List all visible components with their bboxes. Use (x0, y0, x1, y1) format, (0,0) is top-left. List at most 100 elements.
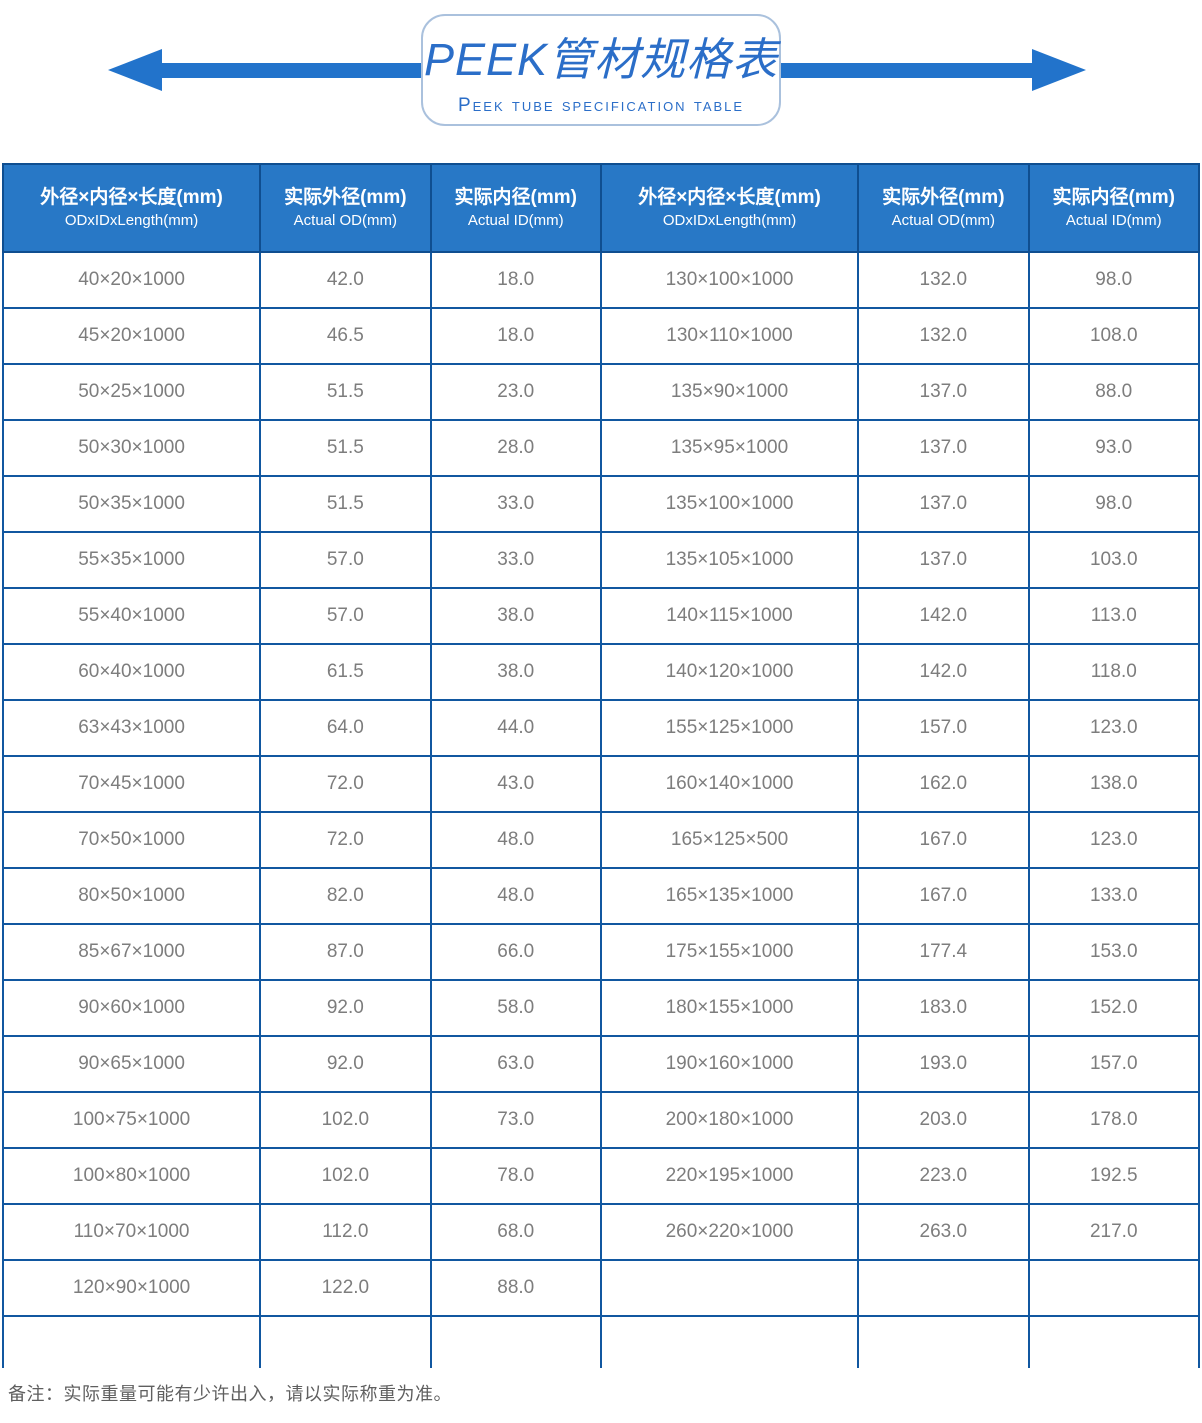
table-cell: 48.0 (429, 811, 602, 869)
table-cell: 55×35×1000 (2, 531, 262, 589)
table-cell: 92.0 (259, 979, 432, 1037)
column-header-en: Actual ID(mm) (467, 212, 564, 230)
table-cell: 51.5 (259, 475, 432, 533)
table-row: 63×43×1000 64.0 44.0 155×125×1000 157.0 123.0 (2, 699, 1200, 757)
page-title: PEEK管材规格表 (423, 34, 779, 85)
table-cell: 178.0 (1027, 1091, 1200, 1149)
table-cell: 260×220×1000 (599, 1203, 860, 1261)
column-header-zh: 外径×内径×长度(mm) (638, 186, 821, 208)
table-cell: 175×155×1000 (599, 923, 860, 981)
table-cell (1027, 1315, 1200, 1368)
table-row: 70×50×1000 72.0 48.0 165×125×500 167.0 123.0 (2, 811, 1200, 869)
column-header-en: ODxIDxLength(mm) (662, 212, 797, 230)
table-cell: 103.0 (1027, 531, 1200, 589)
footer-note: 备注：实际重量可能有少许出入，请以实际称重为准。 (8, 1384, 452, 1404)
table-cell: 18.0 (429, 307, 602, 365)
table-cell: 123.0 (1027, 699, 1200, 757)
table-cell: 78.0 (429, 1147, 602, 1205)
table-cell: 123.0 (1027, 811, 1200, 869)
table-cell: 50×30×1000 (2, 419, 262, 477)
table-cell: 88.0 (1027, 363, 1200, 421)
table-cell: 167.0 (857, 867, 1030, 925)
table-cell: 63.0 (429, 1035, 602, 1093)
table-cell: 42.0 (259, 251, 432, 309)
table-cell: 135×100×1000 (599, 475, 860, 533)
table-cell: 118.0 (1027, 643, 1200, 701)
column-header-actual-od-1: 实际外径(mm) Actual OD(mm) (259, 163, 432, 253)
table-cell (2, 1315, 262, 1368)
table-cell: 137.0 (857, 475, 1030, 533)
table-cell: 162.0 (857, 755, 1030, 813)
column-header-actual-od-2: 实际外径(mm) Actual OD(mm) (857, 163, 1030, 253)
table-cell: 43.0 (429, 755, 602, 813)
table-row: 60×40×1000 61.5 38.0 140×120×1000 142.0 118.0 (2, 643, 1200, 701)
table-cell: 38.0 (429, 587, 602, 645)
title-banner: PEEK管材规格表 Peek tube specification table (0, 0, 1202, 163)
table-cell: 90×60×1000 (2, 979, 262, 1037)
table-cell: 140×115×1000 (599, 587, 860, 645)
table-cell: 110×70×1000 (2, 1203, 262, 1261)
table-cell: 102.0 (259, 1091, 432, 1149)
column-header-zh: 实际外径(mm) (882, 186, 1005, 208)
column-header-actual-id-1: 实际内径(mm) Actual ID(mm) (429, 163, 602, 253)
table-cell: 38.0 (429, 643, 602, 701)
table-cell: 18.0 (429, 251, 602, 309)
table-cell: 51.5 (259, 419, 432, 477)
arrow-right-icon (1032, 49, 1086, 91)
table-cell: 183.0 (857, 979, 1030, 1037)
table-row: 45×20×1000 46.5 18.0 130×110×1000 132.0 108.0 (2, 307, 1200, 365)
table-cell: 100×75×1000 (2, 1091, 262, 1149)
table-cell: 23.0 (429, 363, 602, 421)
table-cell: 203.0 (857, 1091, 1030, 1149)
table-row: 70×45×1000 72.0 43.0 160×140×1000 162.0 138.0 (2, 755, 1200, 813)
table-cell: 137.0 (857, 531, 1030, 589)
table-cell: 98.0 (1027, 475, 1200, 533)
table-row: 90×65×1000 92.0 63.0 190×160×1000 193.0 157.0 (2, 1035, 1200, 1093)
table-cell: 142.0 (857, 587, 1030, 645)
table-cell: 92.0 (259, 1035, 432, 1093)
table-cell: 98.0 (1027, 251, 1200, 309)
table-cell: 138.0 (1027, 755, 1200, 813)
column-header-zh: 实际外径(mm) (284, 186, 407, 208)
table-cell: 192.5 (1027, 1147, 1200, 1205)
spec-table-wrap: 外径×内径×长度(mm) ODxIDxLength(mm) 实际外径(mm) A… (2, 163, 1200, 1368)
table-cell (599, 1315, 860, 1368)
table-cell: 72.0 (259, 755, 432, 813)
table-cell: 60×40×1000 (2, 643, 262, 701)
table-cell: 87.0 (259, 923, 432, 981)
table-cell: 155×125×1000 (599, 699, 860, 757)
table-cell: 160×140×1000 (599, 755, 860, 813)
table-cell: 140×120×1000 (599, 643, 860, 701)
table-cell: 190×160×1000 (599, 1035, 860, 1093)
table-cell: 51.5 (259, 363, 432, 421)
table-row: 50×25×1000 51.5 23.0 135×90×1000 137.0 88.0 (2, 363, 1200, 421)
table-cell: 48.0 (429, 867, 602, 925)
table-cell: 177.4 (857, 923, 1030, 981)
table-cell: 135×105×1000 (599, 531, 860, 589)
table-row: 90×60×1000 92.0 58.0 180×155×1000 183.0 152.0 (2, 979, 1200, 1037)
table-cell: 217.0 (1027, 1203, 1200, 1261)
table-cell: 135×95×1000 (599, 419, 860, 477)
table-row: 50×35×1000 51.5 33.0 135×100×1000 137.0 98.0 (2, 475, 1200, 533)
table-cell: 57.0 (259, 587, 432, 645)
table-cell: 153.0 (1027, 923, 1200, 981)
column-header-en: Actual ID(mm) (1065, 212, 1162, 230)
table-cell: 40×20×1000 (2, 251, 262, 309)
table-cell: 33.0 (429, 531, 602, 589)
table-row (2, 1315, 1200, 1368)
table-cell: 61.5 (259, 643, 432, 701)
table-cell (857, 1259, 1030, 1317)
table-cell: 130×100×1000 (599, 251, 860, 309)
table-cell: 72.0 (259, 811, 432, 869)
column-header-odidlen-1: 外径×内径×长度(mm) ODxIDxLength(mm) (2, 163, 262, 253)
table-cell (1027, 1259, 1200, 1317)
table-row: 55×35×1000 57.0 33.0 135×105×1000 137.0 103.0 (2, 531, 1200, 589)
table-cell: 64.0 (259, 699, 432, 757)
table-cell: 165×125×500 (599, 811, 860, 869)
table-cell: 130×110×1000 (599, 307, 860, 365)
column-header-en: Actual OD(mm) (293, 212, 397, 230)
table-row: 100×80×1000 102.0 78.0 220×195×1000 223.0 192… (2, 1147, 1200, 1205)
table-cell: 73.0 (429, 1091, 602, 1149)
table-cell: 157.0 (857, 699, 1030, 757)
